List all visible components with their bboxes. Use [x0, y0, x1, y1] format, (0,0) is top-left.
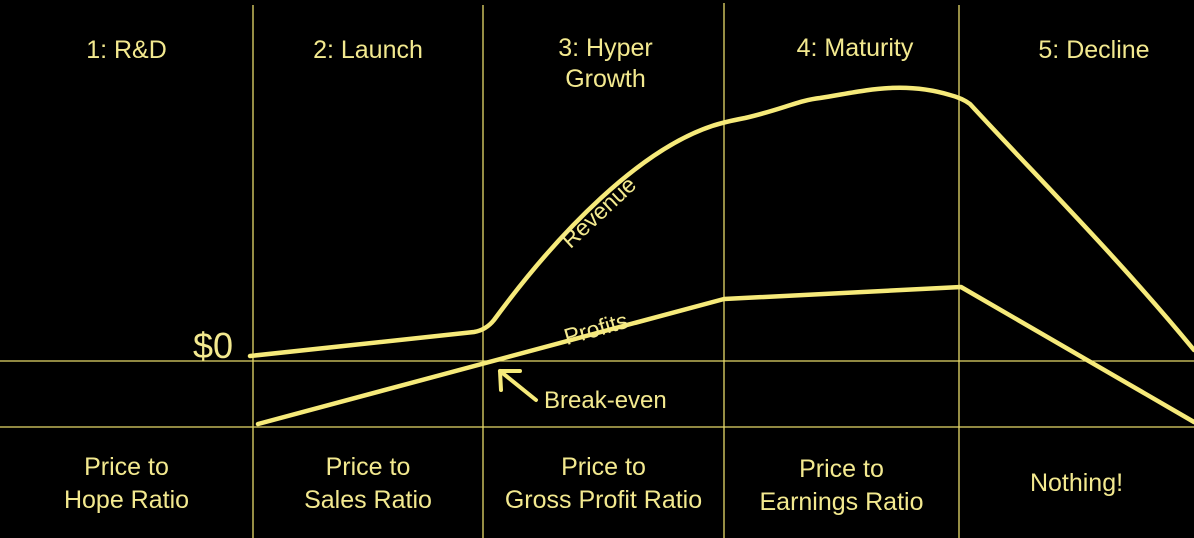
ratio-label-decline: Nothing!	[1029, 469, 1124, 497]
stage-title-launch: 2: Launch	[313, 36, 423, 64]
stage-title-rnd: 1: R&D	[86, 36, 167, 64]
stage-title-hyper-growth: 3: Hyper Growth	[558, 34, 653, 93]
ratio-label-maturity: Price to Earnings Ratio	[759, 455, 924, 516]
break-even-arrow	[498, 369, 538, 402]
ratio-label-hyper-growth: Price to Gross Profit Ratio	[504, 453, 703, 514]
ratio-label-launch: Price to Sales Ratio	[304, 453, 432, 514]
stage-title-maturity: 4: Maturity	[796, 34, 914, 62]
break-even-label: Break-even	[544, 387, 667, 414]
revenue-curve	[247, 85, 1194, 359]
ratio-label-rnd: Price to Hope Ratio	[63, 453, 190, 514]
stage-title-decline: 5: Decline	[1038, 36, 1150, 64]
zero-dollar-label: $0	[193, 325, 234, 366]
profits-curve	[255, 284, 1194, 427]
